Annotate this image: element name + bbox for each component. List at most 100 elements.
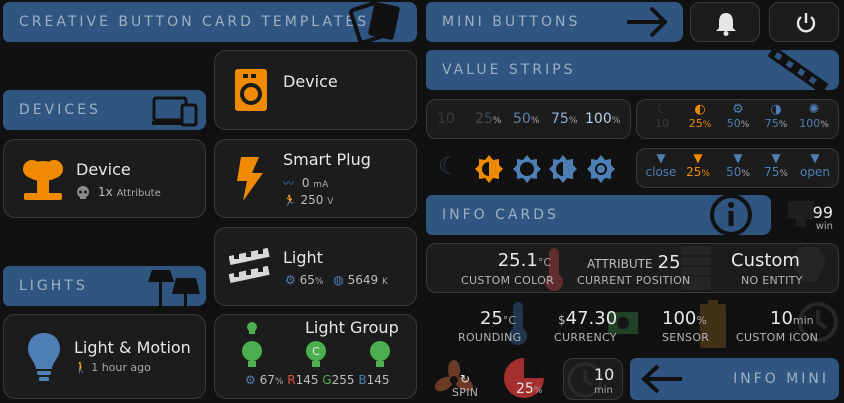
battery-ghost-icon [700,300,726,348]
strip3-brightness-orange-icon[interactable] [474,154,504,184]
info-attr-label: CURRENT POSITION [577,274,691,287]
strip4-item-5[interactable]: ▼ open [797,151,833,179]
pie-icon [504,358,544,398]
strip2-item-3[interactable]: ⚙ 50% [723,102,753,130]
window-shutter-ghost-icon [681,246,711,290]
strip4-item-2[interactable]: ▼ 25% [683,151,713,179]
plug-voltage-unit: V [327,197,334,207]
skull-icon [77,186,89,199]
header-info-mini-label: INFO MINI [733,371,829,387]
strip2-item-1[interactable]: ☾ 10 [647,102,677,130]
value-strip-2[interactable]: ☾ 10 ◐ 25% ⚙ 50% ◑ 75% ✺ 100% [636,99,839,139]
bulb-green-3-icon [370,341,390,367]
plug-current-unit: mA [313,180,329,190]
flash-icon [237,157,263,201]
strip2-item-4[interactable]: ◑ 75% [761,102,791,130]
info-win-unit: win [815,221,833,232]
walk-icon: 🚶 [74,361,88,374]
value-strip-1[interactable]: 10 25% 50% 75% 100% [426,99,631,139]
clock-ghost-icon [798,302,838,342]
header-mini-buttons[interactable]: MINI BUTTONS [426,2,683,42]
strip4-item-4[interactable]: ▼ 75% [761,151,791,179]
info-icon [710,195,752,235]
bulb-icon [28,333,60,381]
value-strip-4[interactable]: ▼ close ▼ 25% ▼ 50% ▼ 75% ▼ open [636,148,839,188]
strip1-item-1[interactable]: 10 [437,111,455,127]
arrow-left-icon [641,364,682,394]
header-value-strips: VALUE STRIPS [426,50,839,90]
strip4-item-1[interactable]: ▼ close [641,151,681,179]
ceiling-light-50-icon: ▼ [733,151,743,165]
device-label: Device [76,160,131,179]
light-card[interactable]: Light ⚙ 65% ◍ 5649 K [214,227,417,306]
light-brightness: 65 [299,273,315,287]
info-color-label: CUSTOM COLOR [461,274,555,287]
info-attr-prefix: ATTRIBUTE [587,257,653,271]
light-label: Light [283,248,323,267]
spin-refresh-icon: ↻ [460,372,471,386]
info-row-2[interactable]: 25°C ROUNDING $47.30 CURRENCY 100% SENSO… [426,300,839,352]
bulb-group-icon [247,322,257,334]
info-row-1[interactable]: 25.1°C CUSTOM COLOR ATTRIBUTE 25 CURRENT… [426,243,839,293]
strip3-brightness-full-icon[interactable] [586,154,616,184]
plug-current: 0 [301,176,310,190]
strip1-item-4[interactable]: 75% [551,111,578,127]
info-currency-value: 47.30 [565,308,618,329]
bell-icon [716,13,736,36]
bulb-green-2-icon: C [306,341,326,367]
group-brightness-icon: ⚙ [245,373,256,387]
plug-voltage: 250 [300,193,324,207]
info-spin-label: SPIN [452,386,479,399]
value-strip-3[interactable]: ☾ [426,148,631,188]
header-value-strips-label: VALUE STRIPS [442,62,576,78]
light-motion-card[interactable]: Light & Motion 🚶 1 hour ago [3,314,206,399]
voltage-icon: 🏃 [283,194,297,207]
info-win-value: 99 [812,203,833,222]
strip4-item-3[interactable]: ▼ 50% [723,151,753,179]
smart-plug-card[interactable]: Smart Plug 〰 0 mA 🏃 250 V [214,139,417,218]
group-bri-unit: % [274,377,284,387]
strip3-brightness-ring-icon[interactable] [512,154,542,184]
group-b-label: B [358,373,367,387]
strip3-moon-icon[interactable]: ☾ [438,152,460,180]
header-info-mini[interactable]: INFO MINI [630,358,839,400]
info-pie[interactable]: 25% [500,356,560,402]
header-lights-label: LIGHTS [19,278,88,294]
strip2-item-5[interactable]: ✺ 100% [797,102,831,130]
timer-ghost-icon [567,362,603,398]
info-win[interactable]: 99 win [780,195,839,235]
brightness-high-icon: ◑ [770,102,782,117]
power-button[interactable] [769,2,839,42]
bell-button[interactable] [690,2,760,42]
info-clock-card[interactable]: 10 min [563,358,623,400]
strip3-brightness-half-icon[interactable] [548,154,578,184]
brightness-half-icon: ◐ [694,102,706,117]
device-count: 1x [98,185,113,199]
group-bri: 67 [259,373,275,387]
strip2-item-2[interactable]: ◐ 25% [685,102,715,130]
info-clock-unit: min [594,385,613,396]
strip1-item-5[interactable]: 100% [585,111,621,127]
info-icon-value: 10 [770,308,793,329]
device-card-top[interactable]: Device [214,50,417,130]
group-b: 145 [366,373,390,387]
info-custom-label: NO ENTITY [741,274,803,287]
info-spin[interactable]: ↻ SPIN [432,358,496,400]
info-rounding-value: 25 [480,308,503,329]
header-templates: CREATIVE BUTTON CARD TEMPLATES [3,2,417,42]
cash-ghost-icon [608,312,638,334]
light-group-card[interactable]: Light Group C ⚙ 67% R145 G255 B145 [214,314,417,399]
info-pie-unit: % [533,386,543,396]
led-strip-header-icon [767,50,829,90]
header-templates-label: CREATIVE BUTTON CARD TEMPLATES [19,14,370,30]
thermometer-ghost-icon [545,248,563,291]
strip1-item-3[interactable]: 50% [513,111,540,127]
strip1-item-2[interactable]: 25% [475,111,502,127]
arrow-right-icon [627,6,668,38]
smart-plug-label: Smart Plug [283,150,371,169]
device-card[interactable]: Device 1x Attribute [3,139,206,218]
light-temp-unit: K [381,277,388,287]
header-mini-buttons-label: MINI BUTTONS [442,14,581,30]
trophy-ghost-icon [788,201,814,227]
group-g: 255 [331,373,355,387]
